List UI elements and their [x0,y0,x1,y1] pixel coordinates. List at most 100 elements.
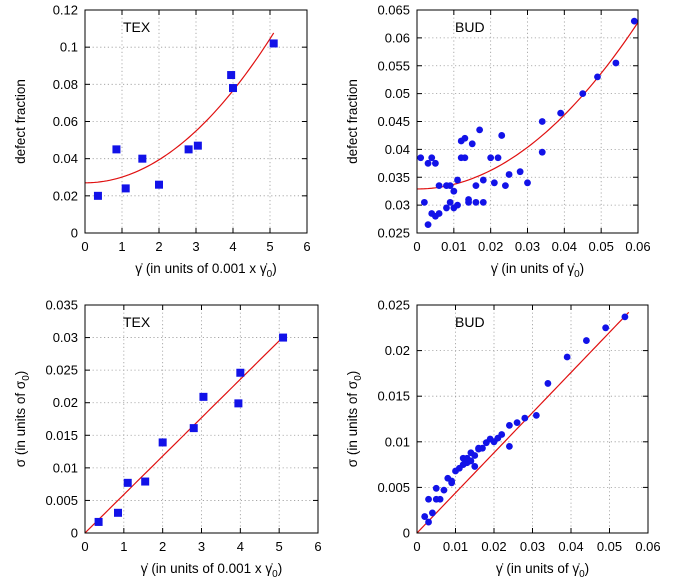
y-tick-label: 0.025 [45,363,78,378]
data-point [138,154,147,163]
x-tick-label: 2 [155,239,162,254]
y-axis-label: defect fraction [13,79,28,164]
data-point [594,73,601,81]
x-axis-text: (in units of γ̇ [506,561,580,576]
x-axis-label: γ̇ (in units of γ̇0) [496,561,589,580]
y-tick-label: 0.03 [53,330,78,345]
data-point [621,313,629,321]
data-point [465,198,472,206]
y-tick-label: 0.035 [45,298,78,313]
data-point [459,461,467,468]
data-point [425,518,432,526]
y-tick-label: 0 [71,526,78,541]
y-axis-label: σ (in units of σ0) [345,371,364,468]
x-tick-label: 0 [81,539,88,554]
x-axis-label: γ̇ (in units of 0.001 x γ̇0) [135,261,276,280]
y-tick-label: 0 [71,226,78,241]
panel-label: TEX [123,19,151,35]
x-tick-label: 0.03 [515,239,540,254]
data-point [121,184,130,193]
data-point [487,154,495,162]
x-axis-symbol: γ̇ [491,261,502,276]
panel-label: BUD [455,19,485,35]
data-point [471,452,479,459]
data-point [454,201,461,209]
y-tick-label: 0.04 [385,142,410,157]
y-tick-label: 0.01 [385,434,410,449]
x-axis-subscript: 0 [579,569,585,580]
data-point [189,424,198,433]
data-point [490,179,498,187]
y-tick-label: 0.06 [53,114,78,129]
y-tick-label: 0.04 [53,151,78,166]
y-tick-label: 0.025 [377,298,410,313]
data-point [435,182,443,190]
x-tick-label: 2 [159,539,166,554]
data-point [521,414,529,422]
data-point [506,421,513,429]
data-point [479,198,487,206]
x-tick-label: 6 [303,239,310,254]
data-point [516,168,524,176]
data-point [158,438,167,447]
x-axis-symbol: γ̇ [135,261,146,276]
y-tick-label: 0 [403,526,410,541]
data-point [471,463,479,470]
y-tick-label: 0.045 [377,114,410,129]
y-axis-close: ) [345,371,360,376]
plot-frame [416,304,649,534]
data-point [472,182,480,190]
y-tick-label: 0.035 [377,170,410,185]
x-axis-symbol: γ̇ [141,561,152,576]
x-axis-subscript: 0 [574,269,580,280]
y-tick-label: 0.065 [377,3,410,18]
data-point [602,324,610,332]
data-point [468,140,476,148]
data-point [544,380,552,387]
data-point [428,210,436,217]
x-tick-label: 0.02 [478,239,503,254]
y-tick-label: 0.005 [45,493,78,508]
x-tick-label: 0 [413,539,420,554]
data-point [450,187,458,195]
data-point [498,431,506,438]
data-point [421,513,429,520]
data-point [417,154,425,162]
x-tick-label: 1 [118,239,125,254]
y-axis-text: (in units of σ [13,380,28,455]
x-tick-label: 0.05 [589,239,614,254]
y-tick-label: 0.05 [385,86,410,101]
y-tick-label: 0.015 [377,389,410,404]
data-point [461,134,469,142]
y-tick-label: 0.08 [53,77,78,92]
x-tick-label: 0.04 [552,239,577,254]
data-point [424,159,432,167]
data-point [443,204,450,212]
data-point [199,392,208,401]
data-point [440,486,448,494]
x-axis-subscript: 0 [272,569,278,580]
data-point [579,90,587,98]
plot-frame [84,304,319,534]
y-axis-subscript: 0 [353,375,364,381]
plot-frame [84,9,308,234]
x-tick-label: 4 [229,239,236,254]
y-tick-label: 0.005 [377,480,410,495]
data-point [141,477,150,486]
y-axis-label: defect fraction [345,79,360,164]
x-tick-label: 3 [192,239,199,254]
data-point [184,145,193,154]
data-point [612,59,620,67]
data-point [123,478,132,487]
plot-frame [416,9,639,234]
data-point [505,171,513,178]
data-point [269,39,278,48]
data-point [94,517,103,526]
x-tick-label: 5 [266,239,273,254]
data-point [494,154,502,162]
x-tick-label: 3 [198,539,205,554]
y-tick-label: 0.055 [377,58,410,73]
x-axis-text: (in units of 0.001 x γ̇ [146,261,268,276]
x-axis-close: ) [585,561,590,576]
x-tick-label: 0 [81,239,88,254]
